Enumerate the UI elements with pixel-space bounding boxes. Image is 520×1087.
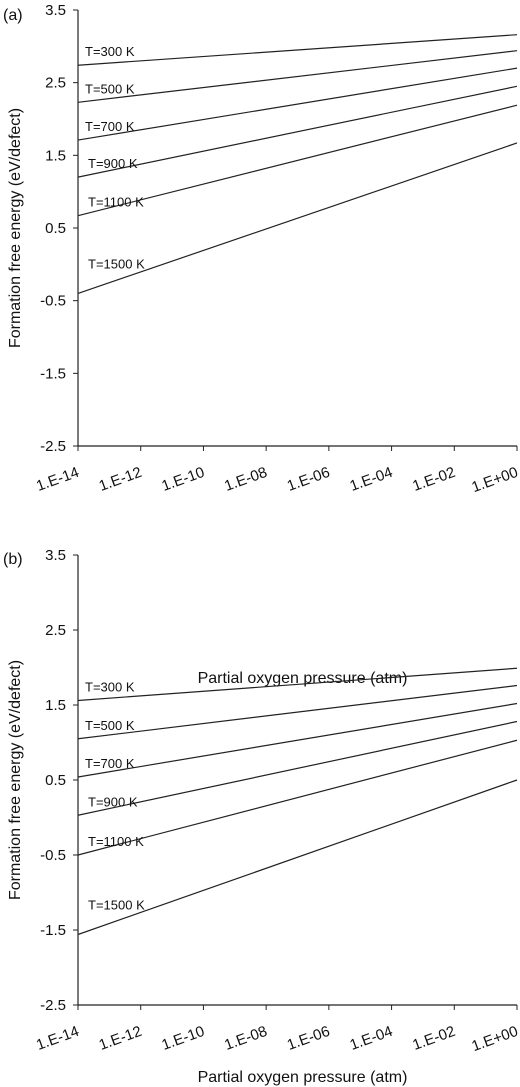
series-label: T=300 K xyxy=(85,44,135,59)
series-label: T=700 K xyxy=(85,119,135,134)
x-tick-label: 1.E-08 xyxy=(222,1023,269,1054)
y-tick-label: -1.5 xyxy=(40,922,66,939)
x-tick-label: 1.E+00 xyxy=(469,464,520,496)
y-tick-label: 0.5 xyxy=(45,220,66,237)
y-tick-label: 3.5 xyxy=(45,547,66,564)
series-line xyxy=(77,739,518,856)
x-tick-label: 1.E-02 xyxy=(410,464,457,495)
x-tick-label: 1.E-06 xyxy=(285,1023,332,1054)
y-tick-label: -0.5 xyxy=(40,847,66,864)
x-tick-label: 1.E-10 xyxy=(159,464,206,495)
series-label: T=700 K xyxy=(85,756,135,771)
x-tick-label: 1.E-10 xyxy=(159,1023,206,1054)
series-line xyxy=(77,50,518,103)
x-tick-label: 1.E-06 xyxy=(285,464,332,495)
panel-label: (b) xyxy=(3,551,23,568)
series-line xyxy=(77,85,518,178)
x-axis-label: Partial oxygen pressure (atm) xyxy=(198,670,408,687)
x-tick-label: 1.E-02 xyxy=(410,1023,457,1054)
x-tick-label: 1.E-14 xyxy=(34,464,81,495)
x-tick-label: 1.E+00 xyxy=(469,1023,520,1055)
series-line xyxy=(77,702,518,778)
series-line xyxy=(77,34,518,66)
series-label: T=300 K xyxy=(85,680,135,695)
x-tick-label: 1.E-04 xyxy=(348,464,395,495)
y-axis-label: Formation free energy (eV/defect) xyxy=(7,660,24,900)
panel-label: (a) xyxy=(3,7,23,24)
series-label: T=900 K xyxy=(88,794,138,809)
x-axis-label: Partial oxygen pressure (atm) xyxy=(198,1069,408,1086)
y-tick-label: 1.5 xyxy=(45,697,66,714)
series-label: T=500 K xyxy=(85,718,135,733)
y-tick-label: 2.5 xyxy=(45,75,66,92)
series-label: T=500 K xyxy=(85,81,135,96)
y-tick-label: -1.5 xyxy=(40,365,66,382)
series-line xyxy=(77,720,518,816)
x-tick-label: 1.E-14 xyxy=(34,1023,81,1054)
x-tick-label: 1.E-08 xyxy=(222,464,269,495)
series-line xyxy=(77,67,518,141)
y-tick-label: 3.5 xyxy=(45,2,66,19)
series-line xyxy=(77,142,518,294)
y-axis-label: Formation free energy (eV/defect) xyxy=(7,108,24,348)
y-tick-label: 2.5 xyxy=(45,622,66,639)
y-tick-label: 0.5 xyxy=(45,772,66,789)
series-label: T=1100 K xyxy=(88,195,144,210)
series-line xyxy=(77,779,518,936)
series-line xyxy=(77,104,518,217)
x-tick-label: 1.E-12 xyxy=(97,1023,144,1054)
series-label: T=1500 K xyxy=(88,256,145,271)
y-tick-label: -0.5 xyxy=(40,293,66,310)
series-line xyxy=(77,667,518,702)
series-line xyxy=(77,684,518,740)
series-label: T=900 K xyxy=(88,156,138,171)
series-label: T=1100 K xyxy=(88,834,144,849)
series-label: T=1500 K xyxy=(88,898,145,913)
x-tick-label: 1.E-04 xyxy=(348,1023,395,1054)
y-tick-label: 1.5 xyxy=(45,147,66,164)
y-tick-label: -2.5 xyxy=(40,438,66,455)
y-tick-label: -2.5 xyxy=(40,997,66,1014)
x-tick-label: 1.E-12 xyxy=(97,464,144,495)
